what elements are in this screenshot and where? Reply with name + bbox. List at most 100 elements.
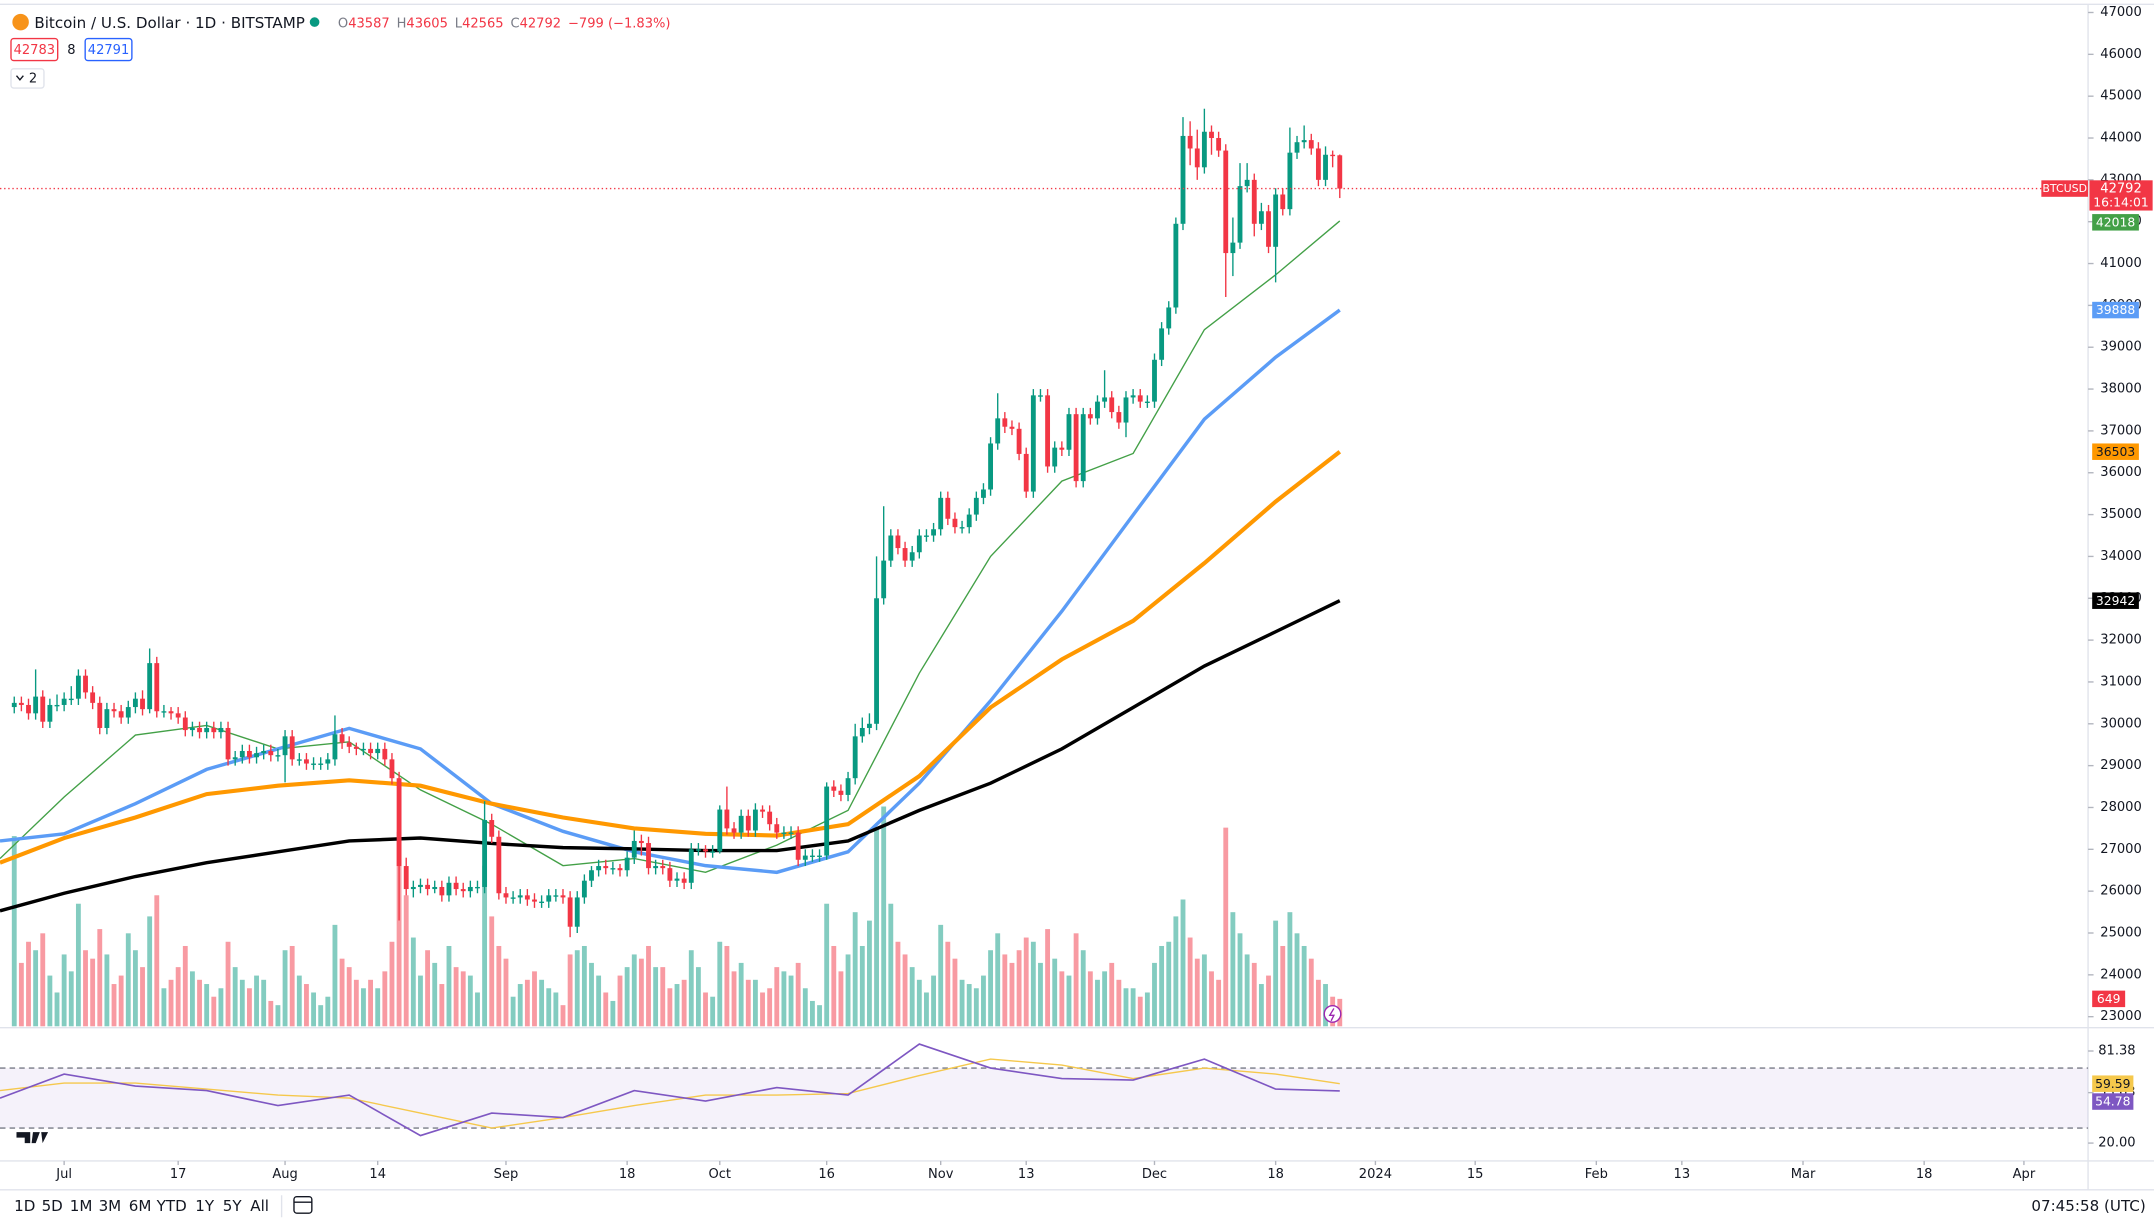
volume-bar: [802, 988, 808, 1027]
volume-bar: [852, 912, 858, 1027]
volume-bar: [446, 945, 452, 1027]
volume-bar: [924, 992, 929, 1027]
volume-badge: [2092, 990, 2126, 1008]
range-button[interactable]: 1M: [70, 1197, 93, 1215]
candle-body: [54, 704, 60, 707]
ohlc-key: C: [510, 16, 519, 31]
volume-bar: [1251, 962, 1257, 1027]
candle-body: [802, 855, 808, 860]
ohlc-value: 42792: [520, 16, 562, 31]
buy-button[interactable]: [84, 37, 133, 62]
indicators-count[interactable]: 2: [29, 72, 37, 87]
range-button[interactable]: 1D: [14, 1197, 35, 1215]
volume-bar: [596, 975, 602, 1027]
candle-body: [824, 786, 830, 856]
candle-body: [489, 820, 495, 837]
ma-badge-label: 42018: [2096, 216, 2135, 230]
y-tick-label: 31000: [2100, 674, 2142, 689]
candle-body: [197, 727, 202, 733]
volume-bar: [239, 979, 245, 1027]
volume-bar: [104, 954, 110, 1027]
candle-body: [318, 763, 324, 765]
volume-bar: [1130, 988, 1136, 1027]
candle-body: [496, 836, 502, 894]
volume-bar: [988, 950, 994, 1027]
x-tick-label: 13: [1674, 1167, 1691, 1182]
candle-body: [1216, 138, 1222, 151]
volume-bar: [368, 979, 374, 1027]
volume-bar: [90, 958, 96, 1027]
range-button[interactable]: All: [250, 1197, 269, 1215]
volume-bar: [268, 1000, 274, 1027]
candle-body: [1059, 447, 1065, 450]
candle-body: [161, 711, 167, 713]
volume-bar: [275, 1005, 281, 1027]
volume-bar: [938, 924, 944, 1027]
rsi-tick-label: 20.00: [2098, 1136, 2135, 1151]
candle-body: [503, 893, 509, 898]
volume-bar: [11, 836, 17, 1027]
x-tick-label: 16: [818, 1167, 835, 1182]
candle-body: [1173, 223, 1179, 308]
candle-body: [646, 843, 651, 869]
candle-body: [510, 897, 516, 899]
candle-body: [225, 727, 231, 760]
candle-body: [332, 734, 338, 760]
candle-body: [959, 527, 965, 529]
range-button[interactable]: 5D: [42, 1197, 63, 1215]
candle-body: [1152, 359, 1157, 402]
y-tick-label: 45000: [2100, 89, 2142, 104]
candle-body: [1038, 395, 1043, 397]
volume-bar: [867, 920, 872, 1027]
candle-body: [574, 897, 580, 927]
volume-bar: [752, 979, 758, 1027]
candle-body: [703, 849, 708, 852]
candle-body: [182, 717, 188, 731]
volume-bar: [33, 950, 39, 1027]
volume-bar: [881, 806, 887, 1027]
volume-bar: [638, 958, 644, 1027]
x-tick-label: 17: [170, 1167, 187, 1182]
volume-bar: [524, 979, 530, 1027]
candle-body: [589, 870, 594, 881]
sell-button[interactable]: [10, 37, 59, 62]
candle-body: [888, 535, 894, 561]
x-tick-label: Oct: [708, 1167, 731, 1182]
alert-icon[interactable]: [1323, 1005, 1342, 1023]
volume-bar: [695, 967, 701, 1027]
volume-bar: [581, 945, 587, 1027]
range-button[interactable]: YTD: [156, 1197, 187, 1215]
candle-body: [90, 692, 96, 703]
indicators-toggle[interactable]: [10, 68, 45, 89]
range-button[interactable]: 1Y: [195, 1197, 215, 1215]
calendar-icon[interactable]: [293, 1195, 313, 1214]
volume-bar: [1287, 912, 1293, 1027]
candle-body: [688, 849, 694, 883]
x-tick-label: 18: [1267, 1167, 1284, 1182]
x-tick-label: Aug: [272, 1167, 297, 1182]
volume-bar: [1230, 912, 1236, 1027]
volume-bar: [346, 967, 352, 1027]
bid-price[interactable]: 42783: [14, 43, 56, 58]
candle-body: [1159, 328, 1165, 360]
range-button[interactable]: 3M: [99, 1197, 122, 1215]
candle-body: [624, 857, 630, 871]
volume-bar: [724, 945, 730, 1027]
x-tick-label: Sep: [494, 1167, 519, 1182]
ask-price[interactable]: 42791: [88, 43, 130, 58]
candle-body: [532, 899, 537, 902]
candle-body: [18, 702, 24, 705]
candle-body: [1030, 395, 1036, 492]
volume-bar: [1102, 971, 1108, 1027]
volume-bar: [40, 933, 46, 1027]
candle-body: [724, 809, 730, 829]
range-button[interactable]: 6M: [129, 1197, 152, 1215]
candle-body: [1166, 307, 1172, 329]
candle-body: [467, 886, 473, 892]
range-button[interactable]: 5Y: [223, 1197, 243, 1215]
volume-bar: [197, 979, 202, 1027]
volume-bar: [296, 975, 302, 1027]
candle-body: [938, 497, 944, 530]
candle-body: [403, 866, 409, 890]
clock[interactable]: 07:45:58 (UTC): [2031, 1197, 2145, 1215]
